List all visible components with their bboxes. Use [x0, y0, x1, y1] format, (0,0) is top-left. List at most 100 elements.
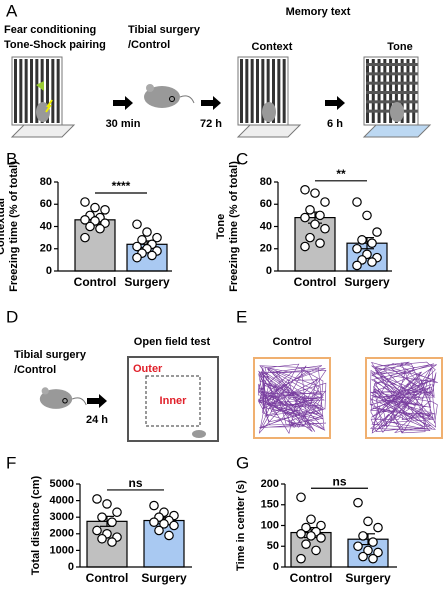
cage-stripe — [40, 59, 44, 123]
data-point — [301, 539, 311, 549]
y-tick-label: 20 — [260, 243, 272, 255]
arena — [127, 356, 219, 442]
data-point — [367, 238, 377, 248]
step-label: Tone-Shock pairing — [4, 39, 106, 51]
cage-stripe — [266, 59, 270, 123]
x-tick-label: Control — [74, 275, 117, 289]
y-tick-label: 0 — [68, 561, 74, 573]
cage-frame — [237, 56, 289, 126]
bar-chart: Control Surgery 0 20 40 60 80 Tone Freezing time… — [215, 161, 392, 292]
data-point — [315, 238, 325, 248]
data-point — [137, 235, 147, 245]
speaker-icon — [36, 81, 44, 91]
step-label: Memory text — [286, 6, 351, 18]
data-point — [352, 260, 362, 271]
bar — [74, 219, 116, 272]
y-tick-label: 0 — [273, 561, 279, 573]
cage-stripe — [366, 72, 418, 76]
y-tick-label: 80 — [260, 176, 272, 188]
mouse-icon — [390, 102, 404, 122]
x-tick-label: Surgery — [124, 275, 170, 289]
cage-stripe — [19, 59, 23, 123]
cage-stripe — [14, 59, 17, 123]
y-tick-label: 40 — [260, 220, 272, 232]
cage-stripe — [366, 91, 418, 94]
cage-stripe — [366, 63, 418, 66]
data-point — [300, 241, 310, 252]
y-axis-label: Freezing time (% of total) — [228, 161, 240, 292]
data-point — [357, 235, 367, 245]
x-tick-label: Surgery — [141, 571, 187, 585]
data-point — [315, 210, 325, 221]
y-tick-label: 80 — [40, 176, 52, 188]
interval-label: 72 h — [200, 118, 222, 130]
mouse-tail — [179, 95, 195, 104]
data-point — [305, 205, 315, 215]
y-tick-label: 2000 — [50, 528, 74, 540]
y-tick-label: 40 — [40, 220, 52, 232]
panel-label: B — [6, 149, 17, 168]
panel-e-text: Control Surgery — [272, 336, 425, 348]
step-label: Open field test — [134, 336, 211, 348]
mouse-icon — [144, 86, 180, 108]
cage-floor — [362, 124, 432, 138]
y-tick-label: 60 — [40, 198, 52, 210]
step-label: /Control — [14, 364, 56, 376]
data-point — [152, 232, 162, 243]
data-point — [95, 223, 105, 234]
data-point — [97, 533, 107, 544]
data-point — [363, 516, 373, 527]
cage-stripe — [256, 59, 259, 123]
data-point — [300, 212, 310, 223]
cage-floor — [236, 124, 302, 138]
data-point — [92, 525, 102, 536]
panel-label: G — [236, 453, 249, 472]
arrow — [325, 96, 345, 110]
panel-labels: A B C D E F G — [6, 1, 249, 472]
y-tick-label: 1000 — [50, 544, 74, 556]
data-point — [316, 533, 326, 543]
data-point — [142, 227, 152, 237]
data-point — [301, 522, 311, 533]
zone-label: Outer — [133, 363, 163, 375]
arrow — [113, 96, 133, 110]
data-point — [132, 219, 142, 230]
incision-icon — [62, 398, 68, 404]
panel-label: A — [6, 1, 18, 20]
data-point — [80, 215, 90, 225]
cage-stripe — [51, 59, 55, 123]
x-tick-label: Surgery — [344, 275, 390, 289]
data-point — [305, 232, 315, 243]
data-point — [362, 210, 372, 221]
cage-stripe — [277, 59, 281, 123]
data-point — [80, 232, 90, 243]
x-tick-label: Surgery — [345, 571, 391, 585]
panel-label: D — [6, 307, 18, 326]
cage-frame — [363, 56, 419, 126]
inner-zone — [145, 375, 201, 427]
data-point — [169, 520, 179, 531]
data-point — [320, 197, 330, 207]
shock-icon — [45, 99, 53, 113]
data-point — [296, 492, 306, 503]
y-axis-label: Total distance (cm) — [30, 475, 42, 575]
panel-label: F — [6, 453, 16, 472]
cage-stripe — [245, 59, 249, 123]
data-point — [373, 522, 383, 533]
cage-frame — [11, 56, 63, 126]
data-point — [306, 531, 316, 541]
cage-stripe — [366, 100, 418, 104]
y-tick-label: 3000 — [50, 511, 74, 523]
data-point — [316, 520, 326, 531]
mouse-icon — [41, 387, 49, 395]
cage-stripe — [250, 59, 254, 123]
arrow — [87, 394, 107, 408]
significance-label: ** — [336, 167, 346, 181]
data-point — [372, 227, 382, 237]
cage-floor — [10, 124, 76, 138]
data-point — [296, 528, 306, 539]
y-tick-label: 5000 — [50, 478, 74, 490]
arrow — [201, 96, 221, 110]
step-label: Tibial surgery — [128, 24, 201, 36]
panel-d-text: Tibial surgery /Control 24 h Open field … — [14, 336, 219, 442]
